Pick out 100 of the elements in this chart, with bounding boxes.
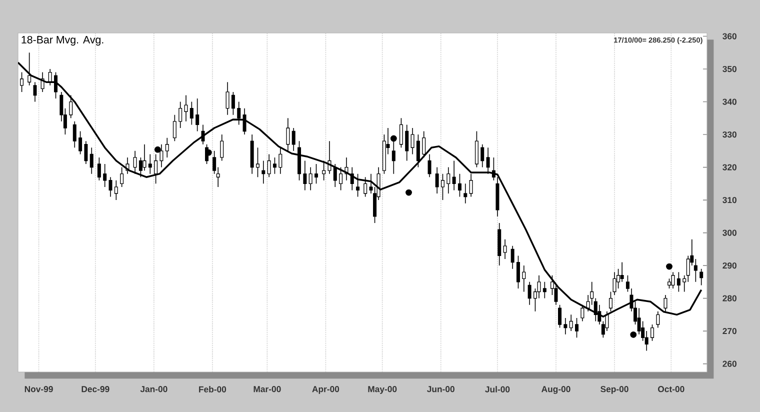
candlestick	[48, 68, 52, 86]
candlestick	[486, 147, 490, 174]
candlestick	[564, 318, 568, 335]
candlestick	[78, 130, 82, 155]
y-tick-label: 330	[722, 131, 736, 138]
y-tick-label: 260	[722, 360, 736, 367]
x-tick-label: Jul-00	[485, 386, 510, 392]
candlestick	[184, 94, 188, 122]
candlestick	[172, 114, 176, 142]
candlestick	[108, 176, 112, 198]
x-tick-label: Dec-99	[82, 386, 110, 392]
x-tick-label: Mar-00	[254, 386, 281, 392]
candlestick	[542, 282, 546, 299]
candlestick	[54, 72, 58, 99]
candlestick	[399, 118, 403, 148]
x-tick-label: Jun-00	[427, 386, 454, 392]
candlestick	[575, 318, 579, 338]
candlestick	[154, 154, 158, 184]
candlestick	[428, 154, 432, 178]
candlestick	[237, 101, 241, 126]
candlestick	[656, 311, 660, 328]
candlestick	[608, 291, 612, 312]
candlestick	[278, 147, 282, 174]
candlestick	[474, 130, 478, 168]
candlestick	[90, 147, 94, 174]
candlestick	[314, 164, 318, 184]
candlestick	[286, 118, 290, 152]
candlestick	[435, 166, 439, 194]
candlestick	[510, 246, 514, 270]
candlestick	[298, 140, 302, 181]
candlestick	[165, 137, 169, 158]
candlestick	[33, 82, 37, 102]
candlestick	[142, 144, 146, 171]
candlestick	[410, 128, 414, 155]
y-tick-label: 270	[722, 328, 736, 334]
point	[666, 263, 672, 270]
y-tick-label: 360	[722, 33, 736, 40]
candlestick	[422, 130, 426, 158]
candlestick	[676, 272, 680, 292]
candlestick	[440, 173, 444, 200]
x-tick-label: Oct-00	[658, 386, 684, 392]
x-tick-label: Feb-00	[199, 386, 226, 392]
y-tick-label: 350	[722, 66, 736, 72]
candlestick	[308, 166, 312, 191]
candlestick	[356, 173, 360, 198]
x-tick-label: Jan-00	[140, 386, 168, 392]
candlestick	[120, 166, 124, 188]
x-tick-label: May-00	[368, 386, 397, 394]
point	[154, 146, 161, 153]
candlestick	[671, 272, 675, 289]
candlestick	[148, 154, 152, 174]
candlestick	[644, 330, 648, 352]
y-tick-label: 290	[722, 262, 736, 269]
candlestick	[292, 128, 296, 152]
candlestick	[303, 160, 307, 191]
candlestick	[664, 294, 668, 312]
candlestick	[84, 140, 88, 164]
candlestick	[322, 160, 326, 181]
candlestick	[250, 134, 254, 174]
candlestick	[480, 144, 484, 168]
candlestick	[569, 314, 573, 332]
y-tick-label: 280	[722, 295, 736, 302]
candlestick	[458, 173, 462, 198]
candlestick	[196, 98, 200, 132]
point	[630, 331, 637, 338]
point	[406, 189, 412, 196]
point	[390, 135, 397, 142]
candlestick	[97, 157, 101, 181]
y-tick-label: 340	[722, 98, 736, 105]
candlestick	[537, 274, 541, 299]
candlestick	[464, 183, 468, 204]
y-tick-label: 300	[722, 230, 736, 236]
candlestick	[231, 92, 235, 116]
candlestick	[503, 238, 507, 260]
candlestick	[190, 101, 194, 126]
x-tick-label: Nov-99	[24, 386, 53, 392]
x-tick-label: Aug-00	[542, 386, 570, 394]
candlestick	[522, 265, 526, 292]
candlestick	[416, 134, 420, 168]
candlestick	[133, 150, 137, 174]
candlestick	[114, 180, 118, 200]
x-tick-label: Apr-00	[312, 386, 340, 394]
candlestick	[226, 82, 230, 116]
chart-title: 18-Bar Mvg. Avg.	[22, 36, 104, 46]
candlestick	[498, 222, 502, 266]
candlestick	[72, 121, 76, 148]
candlestick	[516, 255, 520, 289]
candlestick	[528, 282, 532, 306]
y-tick-label: 310	[722, 196, 736, 204]
candlestick	[469, 173, 473, 198]
candlestick	[267, 154, 271, 178]
candlestick	[612, 272, 616, 296]
candlestick	[700, 268, 704, 286]
candlestick	[272, 157, 276, 174]
y-tick-label: 320	[722, 164, 736, 170]
candlestick	[446, 166, 450, 194]
candlestick	[103, 164, 107, 188]
candlestick	[333, 164, 337, 188]
candlestick	[69, 94, 73, 119]
candlestick	[405, 124, 409, 162]
